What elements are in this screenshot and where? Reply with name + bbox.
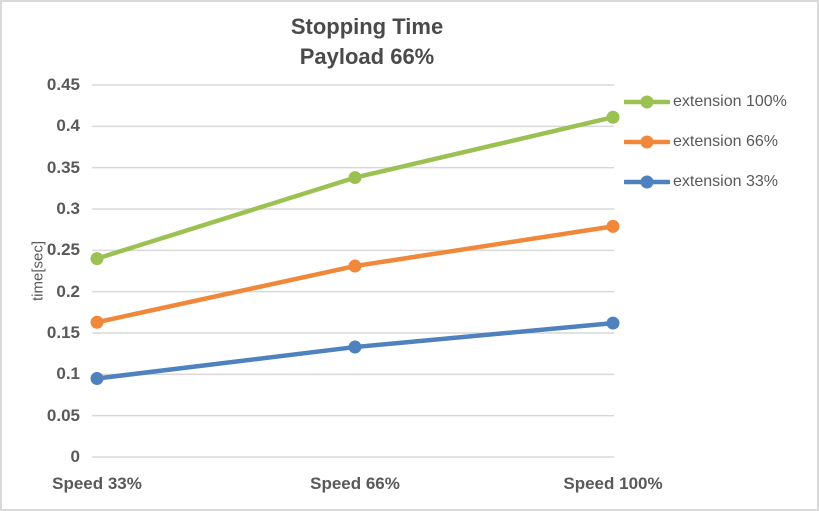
legend-label: extension 100%	[673, 93, 787, 110]
legend-entry-extension-100[interactable]: extension 100%	[624, 89, 787, 115]
y-tick-label: 0.35	[46, 157, 80, 177]
y-tick-label: 0.25	[46, 240, 80, 260]
x-axis-label-speed-33: Speed 33%	[52, 474, 142, 493]
legend-entry-extension-66[interactable]: extension 66%	[624, 129, 787, 155]
chart-title: Stopping Time	[290, 14, 444, 39]
data-point-extension-66-speed-33	[90, 315, 104, 329]
y-tick-label: 0.15	[46, 323, 80, 342]
y-axis-title: time[sec]	[29, 240, 47, 302]
x-axis-label-speed-100: Speed 100%	[563, 474, 663, 493]
data-point-extension-100-speed-33	[90, 252, 104, 266]
data-point-extension-66-speed-100	[606, 219, 620, 233]
y-tick-label: 0.05	[46, 405, 80, 425]
data-point-extension-33-speed-66	[348, 340, 362, 354]
data-point-extension-33-speed-33	[90, 371, 104, 385]
legend-marker-icon	[624, 95, 670, 109]
legend-marker-icon	[624, 135, 670, 149]
data-point-extension-66-speed-66	[348, 259, 362, 273]
legend-label: extension 66%	[673, 133, 778, 150]
data-point-extension-33-speed-100	[606, 316, 620, 330]
chart-title-block: Stopping Time Payload 66%	[92, 12, 642, 72]
y-tick-label: 0.2	[56, 281, 80, 301]
legend-label: extension 33%	[673, 173, 778, 190]
legend-marker-icon	[624, 175, 670, 189]
legend: extension 100% extension 66% extension 3…	[624, 89, 787, 195]
y-tick-label: 0.3	[56, 199, 80, 218]
y-tick-label: 0.4	[56, 116, 80, 136]
y-tick-label: 0.1	[56, 364, 80, 384]
series-line-extension-66	[94, 224, 616, 325]
y-tick-label: 0	[70, 447, 80, 466]
chart-subtitle: Payload 66%	[299, 44, 435, 69]
legend-entry-extension-33[interactable]: extension 33%	[624, 169, 787, 195]
x-axis-label-speed-66: Speed 66%	[310, 474, 400, 493]
data-point-extension-100-speed-66	[348, 171, 362, 185]
data-point-extension-100-speed-100	[606, 110, 620, 124]
y-tick-label: 0.45	[46, 75, 80, 94]
